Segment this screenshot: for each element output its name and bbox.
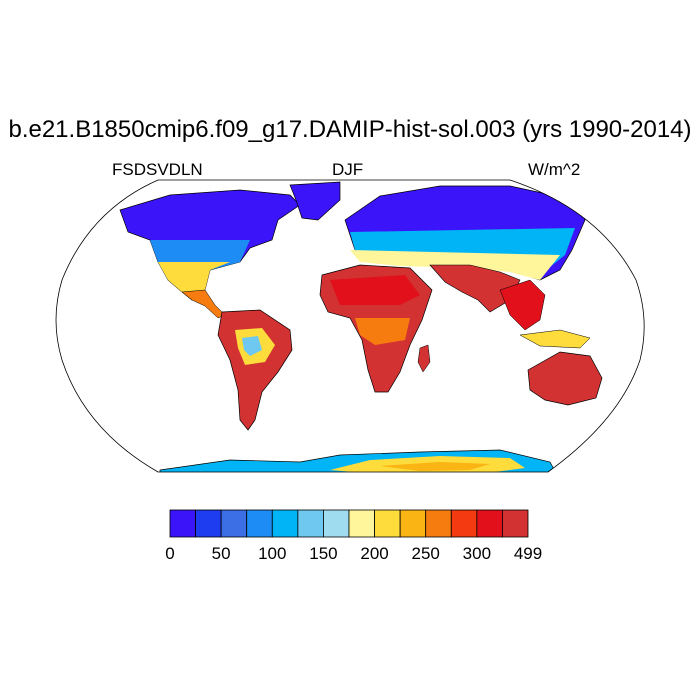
land-australia	[527, 351, 603, 406]
colorbar-swatch	[450, 509, 478, 538]
land-madagascar	[417, 344, 431, 373]
land-greenland	[289, 181, 341, 221]
land-africa-sahara	[330, 275, 420, 305]
colorbar-tick-label: 50	[212, 544, 231, 563]
colorbar-swatch	[169, 509, 196, 538]
colorbar-swatch	[220, 509, 248, 538]
colorbar-swatch	[425, 509, 452, 538]
land-southeast-asia	[499, 279, 546, 331]
colorbar-tick-label: 300	[463, 544, 491, 563]
colorbar-swatch	[476, 509, 503, 538]
colorbar-tick-label: 250	[412, 544, 440, 563]
colorbar-swatch	[399, 509, 427, 538]
variable-label: FSDSVDLN	[112, 160, 203, 179]
colorbar-swatch	[297, 509, 324, 538]
land-south-asia	[429, 264, 521, 313]
map-outline	[55, 179, 645, 473]
colorbar-swatch	[246, 509, 273, 538]
colorbar-swatch	[374, 509, 401, 538]
land-antarctica-core	[380, 462, 490, 471]
colorbar-swatch	[195, 509, 222, 538]
colorbar-swatch	[323, 509, 350, 538]
land-north-america-warm-band	[158, 262, 230, 300]
colorbar-swatch	[502, 509, 529, 538]
land-south-america	[217, 309, 293, 431]
colorbar-tick-label: 150	[309, 544, 337, 563]
units-label: W/m^2	[528, 160, 581, 179]
land-africa-equatorial	[355, 318, 410, 345]
colorbar-tick-label: 499	[514, 544, 542, 563]
plot-title: b.e21.B1850cmip6.f09_g17.DAMIP-hist-sol.…	[8, 116, 692, 143]
colorbar-swatch	[348, 509, 375, 538]
colorbar-swatch	[271, 509, 299, 538]
colorbar-tick-label: 100	[258, 544, 286, 563]
season-label: DJF	[332, 160, 364, 179]
colorbar-tick-label: 200	[360, 544, 388, 563]
land-south-america-core	[242, 336, 262, 356]
land-indonesia	[519, 329, 591, 349]
colorbar-tick-label: 0	[165, 544, 174, 563]
